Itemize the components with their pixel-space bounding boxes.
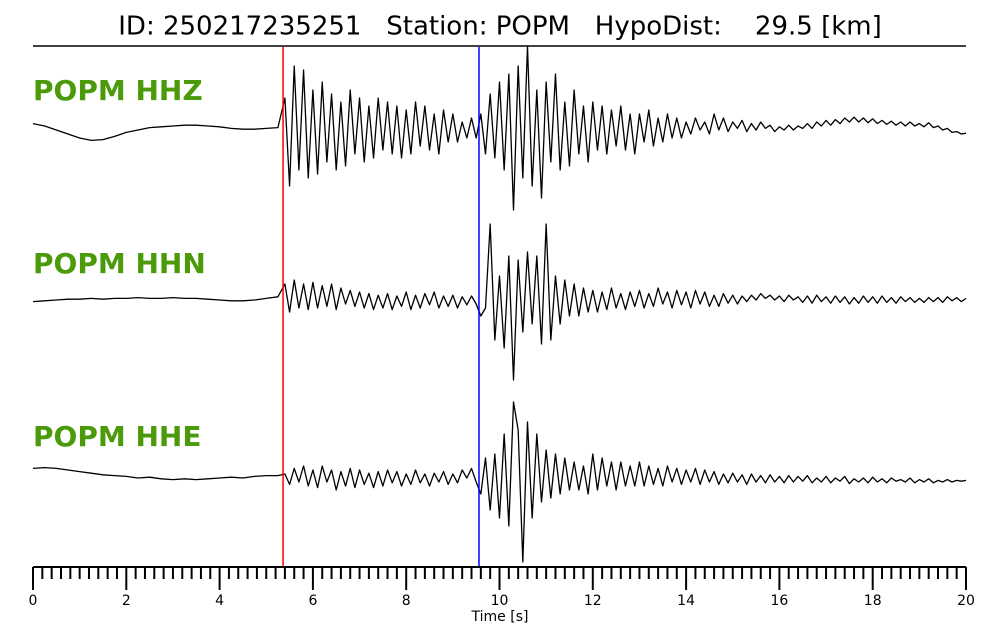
x-tick-label: 14 [677, 593, 695, 609]
chart-title: ID: 250217235251 Station: POPM HypoDist:… [118, 12, 882, 42]
trace-label: POPM HHE [33, 420, 201, 453]
x-tick-label: 10 [491, 593, 509, 609]
x-tick-label: 20 [957, 593, 975, 609]
x-tick-label: 2 [122, 593, 131, 609]
x-tick-label: 8 [402, 593, 411, 609]
x-tick-label: 6 [308, 593, 317, 609]
x-tick-label: 18 [864, 593, 882, 609]
trace [32, 223, 967, 381]
trace [32, 45, 967, 211]
trace-label: POPM HHZ [33, 74, 203, 107]
x-tick-label: 0 [29, 593, 38, 609]
x-tick-label: 16 [770, 593, 788, 609]
x-axis-label: Time [s] [471, 609, 529, 625]
x-tick-label: 4 [215, 593, 224, 609]
trace-label: POPM HHN [33, 247, 206, 280]
x-tick-label: 12 [584, 593, 602, 609]
trace [32, 401, 967, 563]
